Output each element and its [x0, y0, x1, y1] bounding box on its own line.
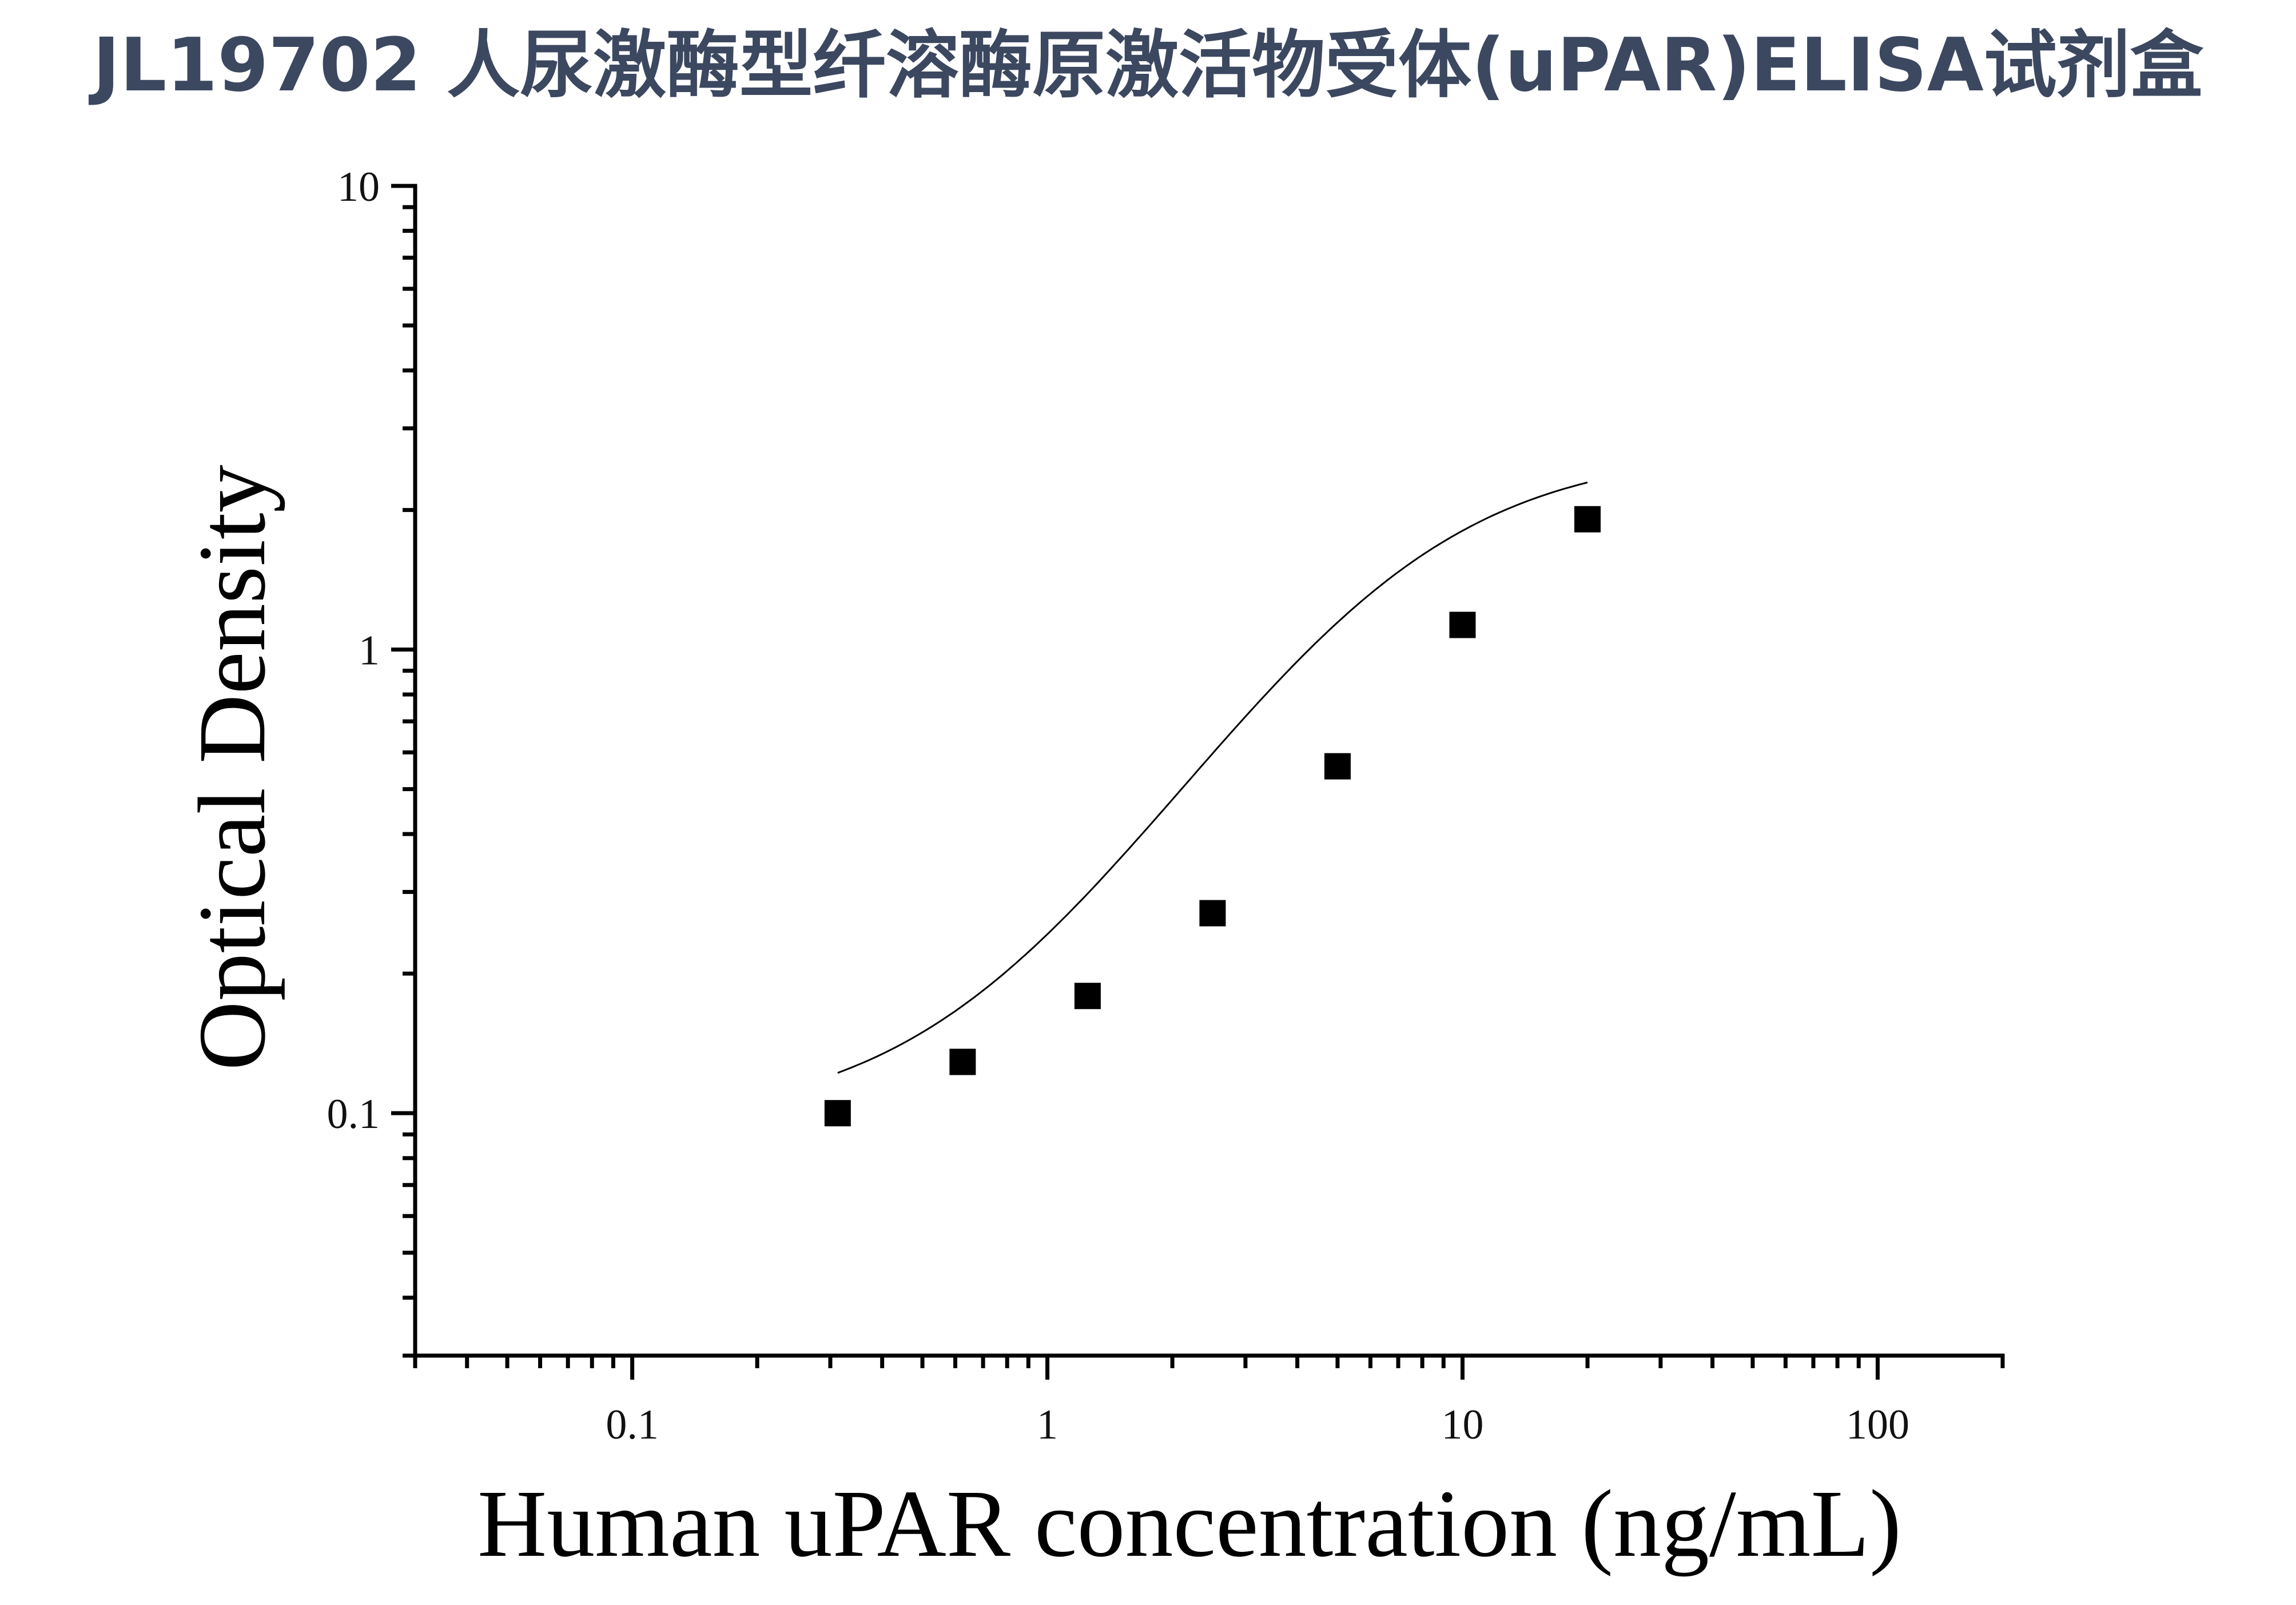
y-tick-label: 10 [337, 164, 380, 210]
x-tick-label: 0.1 [606, 1401, 659, 1448]
data-point-square [1199, 900, 1226, 927]
data-point-square [1074, 983, 1101, 1010]
y-axis-title: Optical Density [179, 464, 285, 1070]
data-point-square [1574, 506, 1601, 533]
data-point-square [1324, 753, 1351, 780]
data-points-layer [824, 506, 1601, 1127]
axes: 0.1 1 10 100 0.1 1 10 [327, 164, 2005, 1448]
fit-curve-layer [837, 482, 1588, 1074]
y-tick-label: 0.1 [327, 1091, 380, 1138]
data-point-square [824, 1100, 851, 1127]
x-axis-title: Human uPAR concentration (ng/mL) [477, 1471, 1901, 1577]
chart-title: JL19702 人尿激酶型纤溶酶原激活物受体(uPAR)ELISA试剂盒 [93, 23, 2203, 108]
x-tick-label: 10 [1442, 1401, 1484, 1448]
fit-curve [837, 482, 1588, 1074]
x-tick-label: 100 [1846, 1401, 1909, 1448]
y-tick-label: 1 [359, 627, 380, 674]
data-point-square [949, 1048, 976, 1075]
x-tick-label: 1 [1037, 1401, 1058, 1448]
data-point-square [1449, 611, 1476, 638]
